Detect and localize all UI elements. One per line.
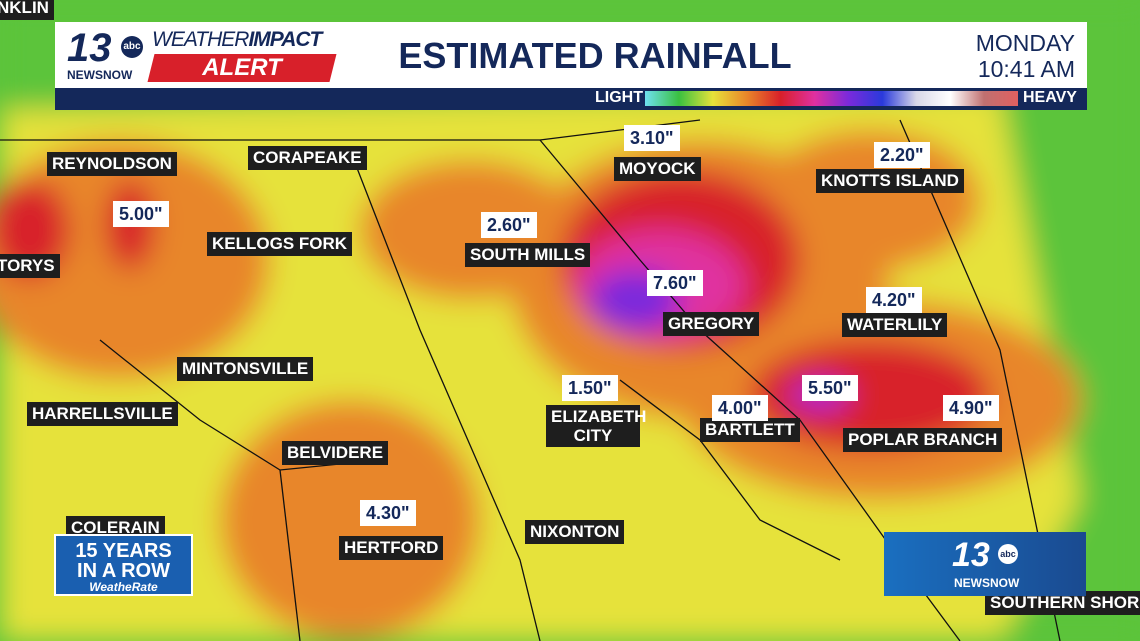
rainfall-total: 4.90" [943, 395, 999, 421]
header-bar: 13 abc NEWSNOW WEATHERIMPACT ALERT ESTIM… [55, 22, 1087, 88]
rainfall-total: 4.00" [712, 395, 768, 421]
logo-number: 13 [952, 536, 990, 574]
logo-network: abc [121, 36, 143, 58]
place-label: HARRELLSVILLE [27, 402, 178, 426]
logo-brand: NEWSNOW [67, 68, 133, 82]
alert-word: ALERT [202, 54, 282, 81]
rainfall-total: 5.50" [802, 375, 858, 401]
badge-line: IN A ROW [77, 560, 170, 582]
badge-line: WeatheRate [89, 580, 158, 594]
logo-brand: NEWSNOW [954, 576, 1020, 590]
place-label: BELVIDERE [282, 441, 389, 465]
place-label: HERTFORD [339, 536, 444, 560]
place-label: SOUTH MILLS [465, 243, 591, 267]
legend-scale [645, 91, 1018, 106]
rainfall-total: 4.20" [866, 287, 922, 313]
logo-number: 13 [67, 26, 112, 70]
rainfall-total: 2.20" [874, 142, 930, 168]
place-label: TORYS [0, 254, 60, 278]
alert-brand: WEATHERIMPACT [152, 28, 322, 52]
rainfall-total: 4.30" [360, 500, 416, 526]
time: 10:41 AM [977, 56, 1075, 82]
badge-line: 15 YEARS [75, 540, 172, 562]
award-badge: 15 YEARS IN A ROW WeatheRate [54, 534, 193, 596]
rainfall-total: 3.10" [624, 125, 680, 151]
place-label: CORAPEAKE [248, 146, 367, 170]
place-label: WATERLILY [842, 313, 948, 337]
alert-word: IMPACT [248, 28, 322, 51]
place-label: ELIZABETH CITY [546, 405, 646, 447]
place-label: POPLAR BRANCH [843, 428, 1003, 452]
title: ESTIMATED RAINFALL [398, 35, 792, 76]
corner-logo: 13 abc NEWSNOW [884, 532, 1086, 596]
place-label: MINTONSVILLE [177, 357, 314, 381]
rainfall-total: 1.50" [562, 375, 618, 401]
place-label: NIXONTON [525, 520, 625, 544]
legend-high: HEAVY [1023, 89, 1077, 106]
logo-network: abc [998, 544, 1018, 564]
place-label: REYNOLDSON [47, 152, 177, 176]
timestamp: MONDAY 10:41 AM [976, 30, 1075, 82]
rainfall-total: 7.60" [647, 270, 703, 296]
legend-low: LIGHT [595, 89, 643, 106]
place-label: KNOTTS ISLAND [816, 169, 964, 193]
legend-bar: LIGHT HEAVY [55, 88, 1087, 110]
place-label: BARTLETT [700, 418, 800, 442]
place-label: KELLOGS FORK [207, 232, 353, 256]
rainfall-total: 2.60" [481, 212, 537, 238]
place-label: NKLIN [0, 0, 54, 20]
place-label: GREGORY [663, 312, 760, 336]
alert-word: WEATHER [152, 28, 249, 51]
place-label: COLERAIN [66, 516, 165, 540]
place-label: MOYOCK [614, 157, 701, 181]
day: MONDAY [975, 30, 1075, 56]
rainfall-total: 5.00" [113, 201, 169, 227]
